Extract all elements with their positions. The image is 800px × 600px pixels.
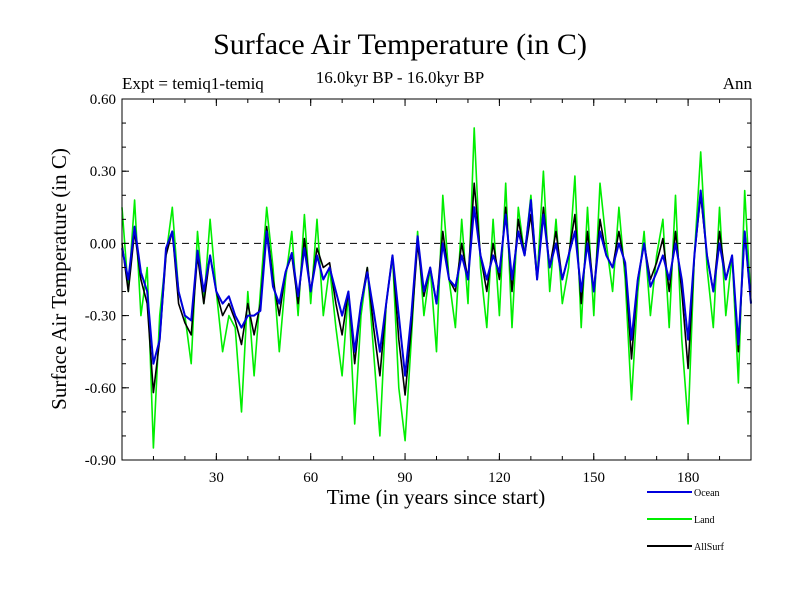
legend-label-ocean: Ocean xyxy=(694,488,720,499)
legend-label-land: Land xyxy=(694,515,715,526)
y-tick-label: -0.60 xyxy=(85,381,116,397)
plot-frame xyxy=(121,98,752,461)
x-tick-label: 30 xyxy=(209,470,224,486)
experiment-label: Expt = temiq1-temiq xyxy=(122,74,264,93)
chart-subtitle: 16.0kyr BP - 16.0kyr BP xyxy=(315,68,485,87)
period-label: Ann xyxy=(722,74,752,93)
series-line-ocean xyxy=(121,189,752,377)
chart-title: Surface Air Temperature (in C) xyxy=(213,28,587,61)
y-tick-label: 0.60 xyxy=(90,92,116,108)
y-axis-label: Surface Air Temperature (in C) xyxy=(47,148,71,410)
y-tick-label: -0.30 xyxy=(85,309,116,325)
axis-layer: -0.90 -0.60 -0.30 0.00 0.30 0.60 30 60 90 120 150 1… xyxy=(85,92,751,486)
y-tick-label: 0.30 xyxy=(90,164,116,180)
y-tick-label: 0.00 xyxy=(90,236,116,252)
x-tick-label: 150 xyxy=(583,470,606,486)
x-tick-label: 90 xyxy=(398,470,413,486)
x-tick-label: 60 xyxy=(303,470,318,486)
x-tick-label: 120 xyxy=(488,470,511,486)
legend: Ocean Land AllSurf xyxy=(647,488,725,553)
x-tick-label: 180 xyxy=(677,470,700,486)
legend-label-allsurf: AllSurf xyxy=(694,542,725,553)
series-layer xyxy=(121,127,752,449)
y-tick-label: -0.90 xyxy=(85,453,116,469)
x-axis-label: Time (in years since start) xyxy=(327,485,546,509)
